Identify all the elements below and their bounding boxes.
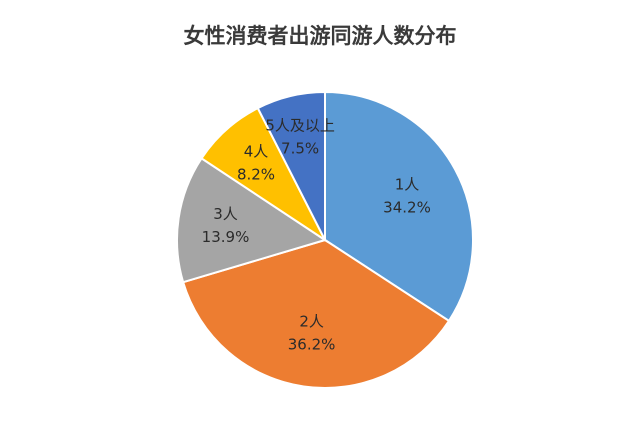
pie-slice bbox=[181, 238, 451, 389]
slice-value-label: 34.2% bbox=[383, 199, 431, 217]
slice-value-label: 13.9% bbox=[202, 228, 250, 246]
slice-category-label: 2人 bbox=[299, 312, 324, 330]
pie-slice bbox=[256, 90, 326, 241]
slice-category-label: 1人 bbox=[395, 176, 420, 194]
slice-value-label: 7.5% bbox=[281, 139, 319, 157]
slice-value-label: 36.2% bbox=[288, 335, 336, 353]
pie-slice bbox=[176, 156, 328, 284]
slice-value-label: 8.2% bbox=[237, 166, 275, 184]
slice-category-label: 4人 bbox=[244, 143, 269, 161]
slice-category-label: 5人及以上 bbox=[265, 116, 335, 134]
slice-category-label: 3人 bbox=[213, 205, 238, 223]
chart-title: 女性消费者出游同游人数分布 bbox=[183, 24, 457, 48]
